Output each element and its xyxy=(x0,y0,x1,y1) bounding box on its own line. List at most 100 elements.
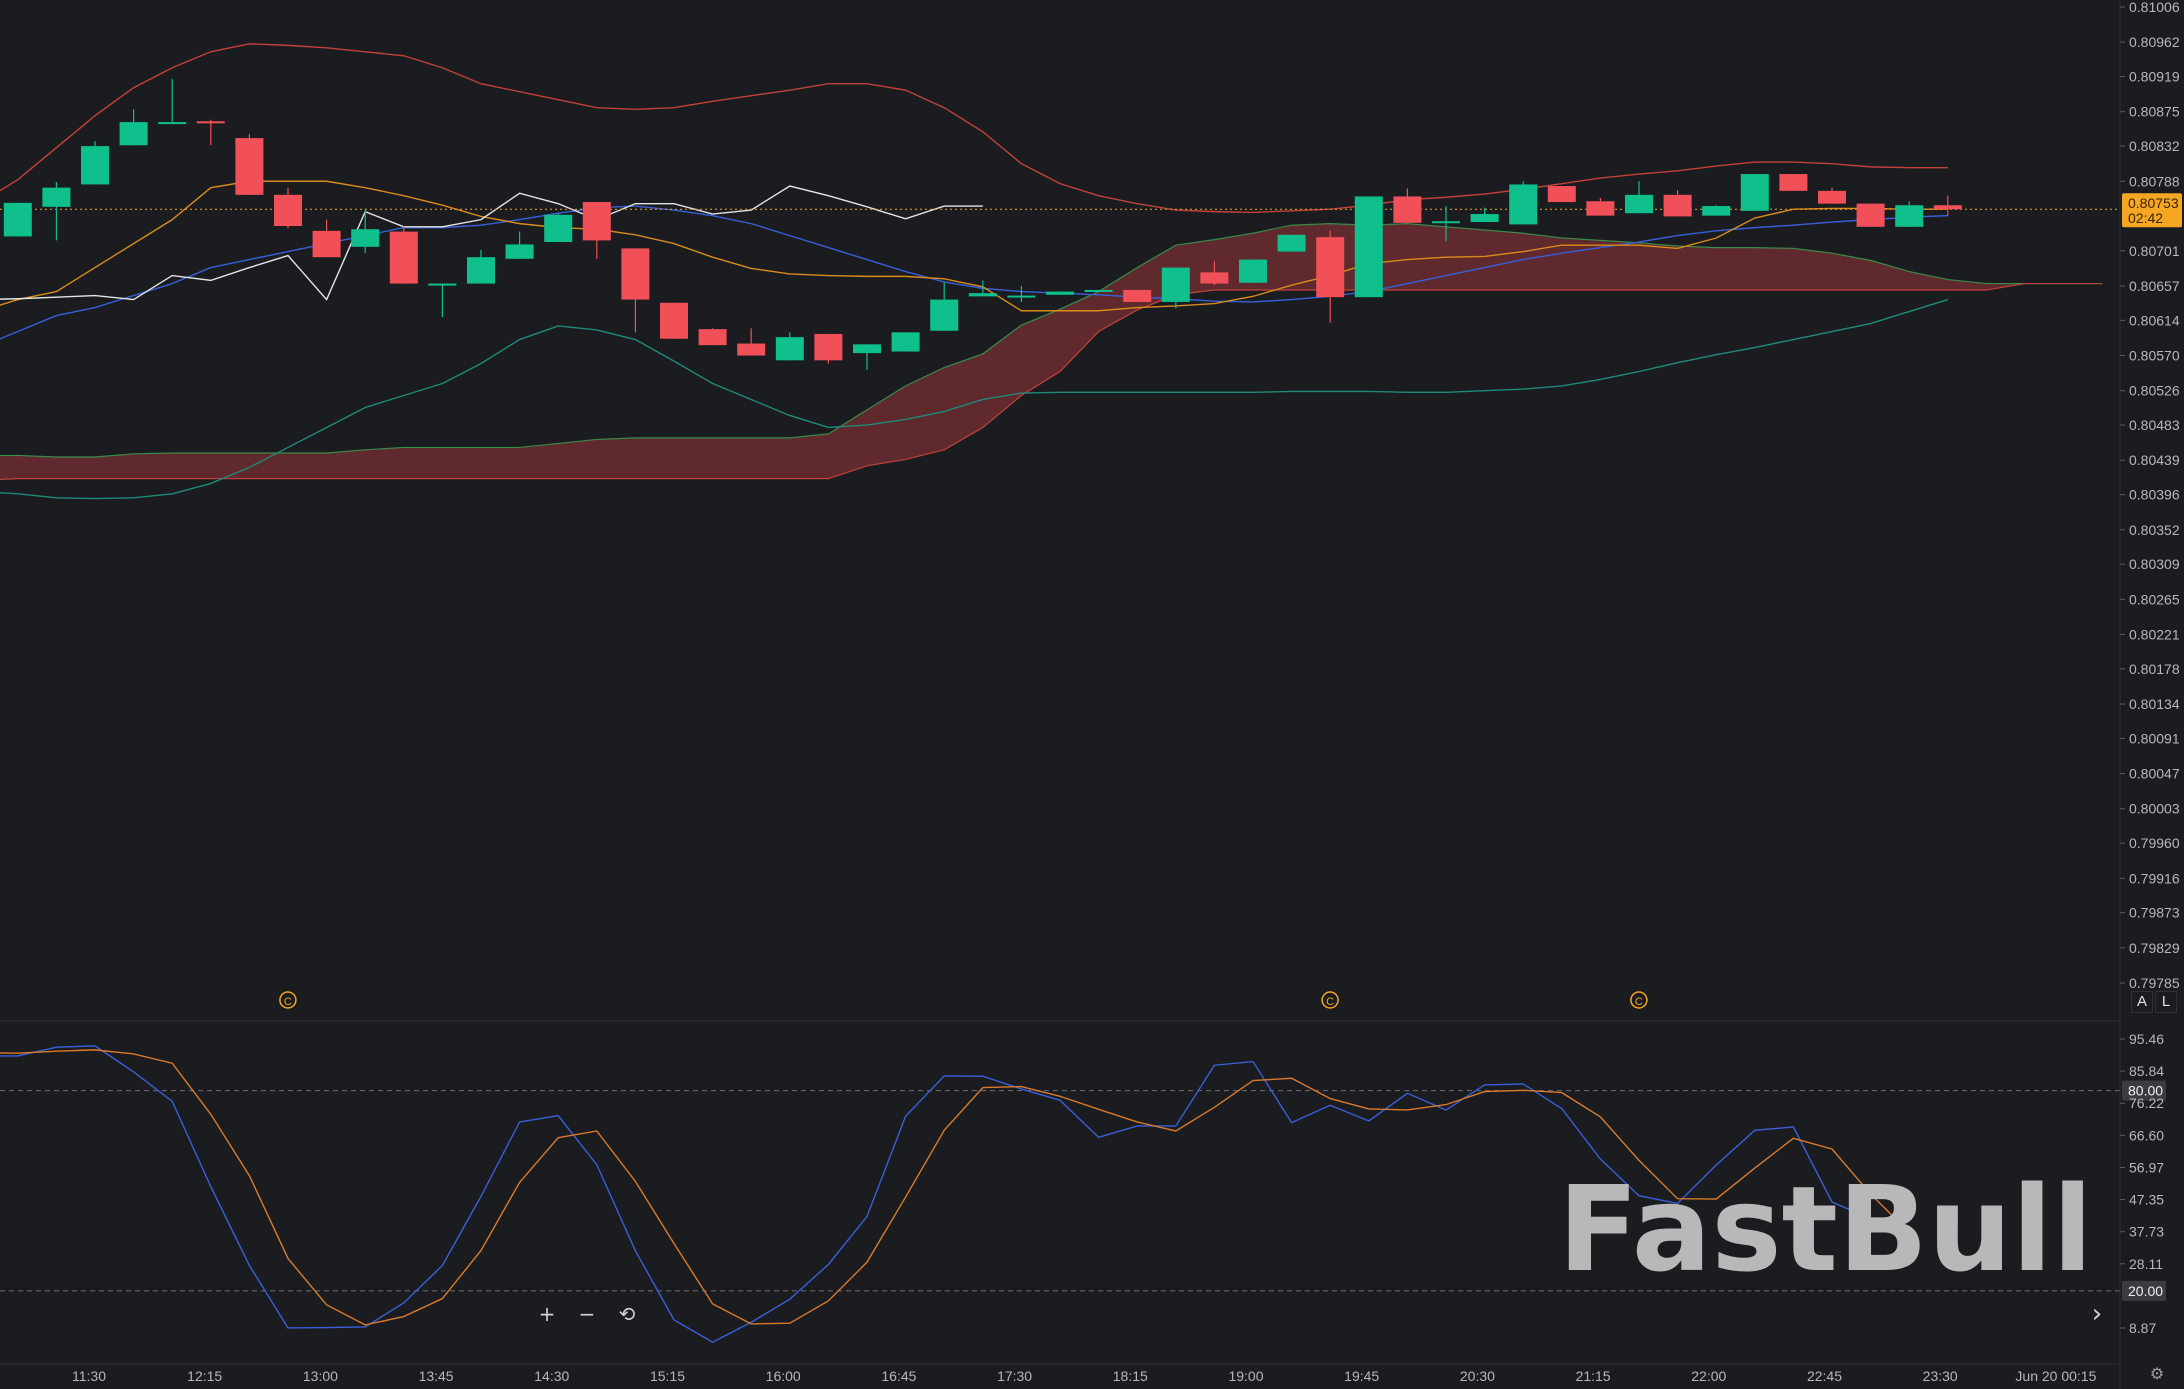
price-tick-label: 0.80091 xyxy=(2129,730,2180,746)
price-tick-label: 0.80221 xyxy=(2129,626,2180,642)
osc-series-1-line xyxy=(0,1045,1910,1344)
candle-body xyxy=(1702,206,1731,216)
candle-body xyxy=(968,293,997,297)
price-tick-label: 0.80178 xyxy=(2129,661,2180,677)
event-marker-icon xyxy=(1630,991,1648,1009)
time-tick-label: 23:30 xyxy=(1923,1368,1958,1384)
price-tick-label: 0.80832 xyxy=(2129,138,2180,154)
candle-body xyxy=(1007,295,1036,298)
candle-body xyxy=(505,244,534,259)
oscillator-panel[interactable] xyxy=(0,1045,2120,1344)
candle-body xyxy=(737,343,766,356)
time-tick-label: 22:45 xyxy=(1807,1368,1842,1384)
candle-body xyxy=(775,337,804,361)
price-tick-label: 0.80483 xyxy=(2129,417,2180,433)
candle-body xyxy=(660,302,688,339)
countdown-label: 02:42 xyxy=(2128,210,2163,226)
candle-body xyxy=(1779,174,1808,191)
candle-body xyxy=(1123,289,1152,302)
current-price-label: 0.80753 xyxy=(2128,195,2179,211)
osc-level-label: 80.00 xyxy=(2128,1083,2163,1099)
osc-tick-label: 47.35 xyxy=(2129,1192,2164,1208)
event-marker-icon xyxy=(1321,991,1339,1009)
time-tick-label: 11:30 xyxy=(72,1368,106,1384)
candle-body xyxy=(274,194,302,227)
zoom-out-button[interactable]: − xyxy=(578,1302,596,1326)
price-tick-label: 0.80439 xyxy=(2129,452,2180,468)
time-tick-label: 20:30 xyxy=(1460,1368,1495,1384)
candle-body xyxy=(1856,203,1885,227)
cloud-span-b-line xyxy=(0,282,2103,480)
price-tick-label: 0.79960 xyxy=(2129,835,2180,851)
candle-body xyxy=(1393,196,1422,223)
candle-body xyxy=(389,231,418,284)
ema-orange-line xyxy=(0,180,1948,312)
time-tick-label: 21:15 xyxy=(1576,1368,1611,1384)
candle-body xyxy=(158,122,187,125)
candle-body xyxy=(1547,186,1576,203)
event-marker-label: C xyxy=(1326,996,1334,1008)
time-tick-label: 18:15 xyxy=(1113,1368,1148,1384)
candle-body xyxy=(1432,221,1460,224)
candle-body xyxy=(81,146,109,185)
price-tick-label: 0.80919 xyxy=(2129,69,2180,85)
time-tick-label: 19:45 xyxy=(1344,1368,1379,1384)
candle-body xyxy=(42,187,71,207)
price-tick-label: 0.80526 xyxy=(2129,383,2180,399)
upper-band-line xyxy=(0,43,1948,214)
time-tick-label: 13:45 xyxy=(419,1368,454,1384)
candle-body xyxy=(582,202,611,241)
event-marker-label: C xyxy=(1635,996,1643,1008)
candle-body xyxy=(1200,272,1229,284)
candle-body xyxy=(1625,194,1653,214)
time-tick-label: 13:00 xyxy=(303,1368,338,1384)
osc-tick-label: 85.84 xyxy=(2129,1063,2164,1079)
price-tick-label: 0.79916 xyxy=(2129,870,2180,886)
candle-body xyxy=(544,214,573,243)
candle-body xyxy=(930,299,959,331)
price-tick-label: 0.79829 xyxy=(2129,940,2180,956)
zoom-in-button[interactable]: + xyxy=(538,1302,556,1326)
candle-body xyxy=(1277,234,1306,252)
white-line-line xyxy=(0,185,983,301)
candle-body xyxy=(853,344,881,354)
time-tick-label: 17:30 xyxy=(997,1368,1032,1384)
current-price-badge xyxy=(2122,193,2182,228)
price-tick-label: 0.80396 xyxy=(2129,487,2180,503)
price-tick-label: 0.80265 xyxy=(2129,591,2180,607)
price-tick-label: 0.79785 xyxy=(2129,975,2180,991)
osc-tick-label: 37.73 xyxy=(2129,1224,2164,1240)
candle-body xyxy=(196,121,225,124)
candle-body xyxy=(1316,237,1345,298)
candle-body xyxy=(1470,214,1499,223)
candle-body xyxy=(1895,205,1924,227)
time-tick-label: 14:30 xyxy=(534,1368,569,1384)
candle-body xyxy=(1586,201,1615,216)
osc-series-2-line xyxy=(0,1049,1910,1326)
candle-body xyxy=(1933,205,1962,210)
reset-chart-button[interactable]: ⟲ xyxy=(618,1302,636,1326)
scroll-right-button[interactable]: › xyxy=(2091,1299,2103,1329)
gear-icon[interactable]: ⚙ xyxy=(2149,1364,2165,1383)
candle-body xyxy=(1046,291,1074,295)
cloud-area xyxy=(0,223,2103,480)
osc-tick-label: 76.22 xyxy=(2129,1095,2164,1111)
time-tick-label: 12:15 xyxy=(187,1368,222,1384)
osc-level-label: 20.00 xyxy=(2128,1283,2163,1299)
price-tick-label: 0.80309 xyxy=(2129,556,2180,572)
candle-body xyxy=(1084,289,1113,292)
auto-scale-button[interactable]: A xyxy=(2131,991,2153,1013)
price-tick-label: 0.80047 xyxy=(2129,766,2180,782)
lower-band-line xyxy=(0,298,1949,500)
price-tick-label: 0.79873 xyxy=(2129,905,2180,921)
price-tick-label: 0.81006 xyxy=(2129,0,2180,15)
event-marker-label: C xyxy=(284,996,292,1008)
log-scale-button[interactable]: L xyxy=(2155,991,2177,1013)
candle-body xyxy=(351,229,380,247)
time-tick-label: Jun 20 00:15 xyxy=(2015,1368,2096,1384)
time-tick-label: 22:00 xyxy=(1691,1368,1726,1384)
event-marker-icon xyxy=(279,991,297,1009)
